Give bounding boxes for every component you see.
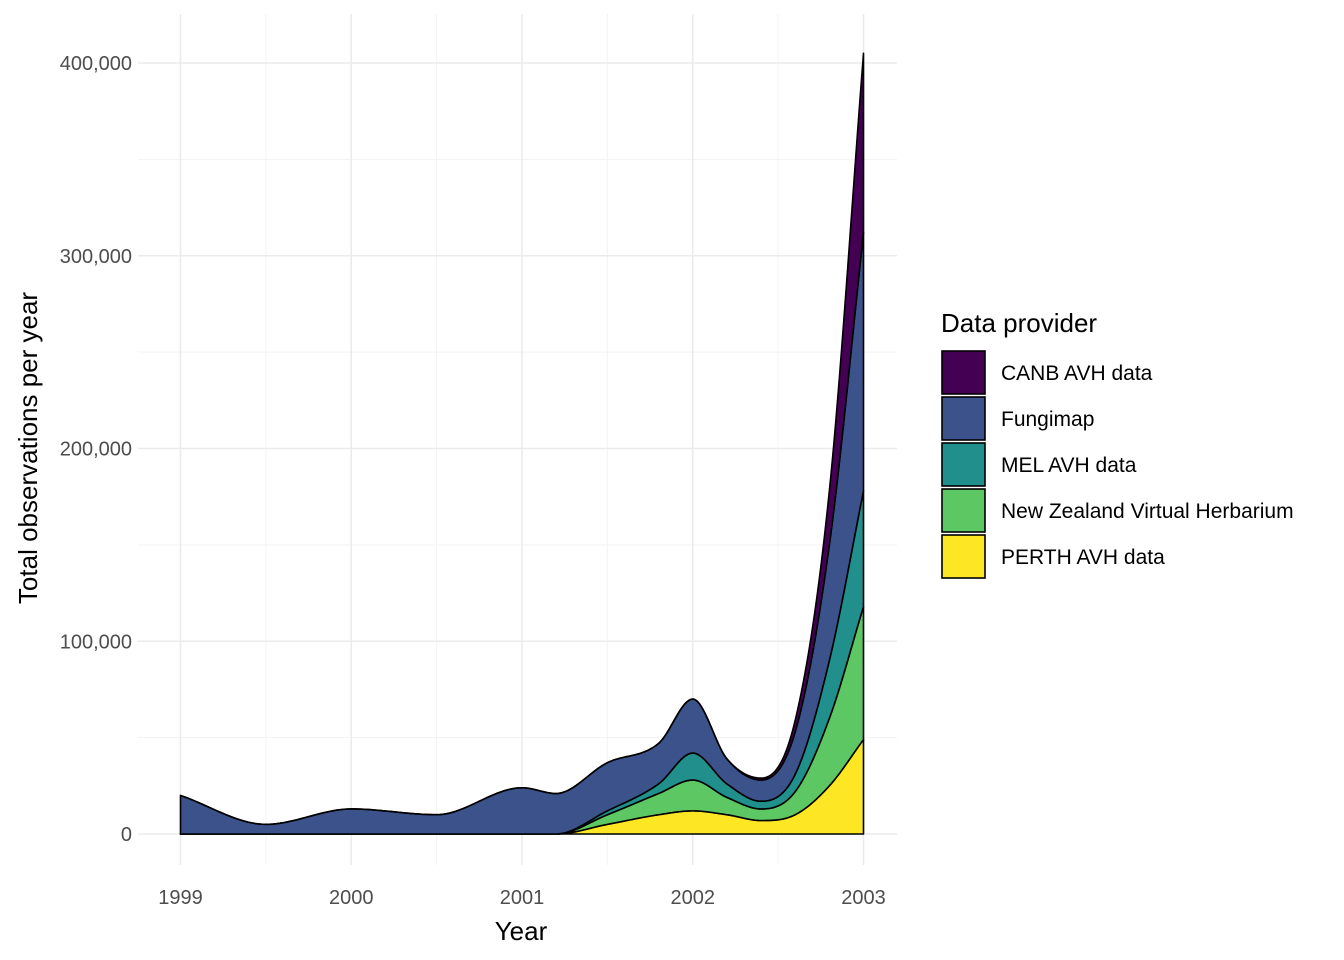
x-axis: 1999 2000 2001 2002 2003	[158, 887, 886, 909]
legend-key-fungimap	[941, 396, 986, 441]
legend-key-perth-avh-data	[941, 534, 986, 579]
y-tick-label: 300,000	[60, 246, 132, 268]
y-axis: 0 100,000 200,000 300,000 400,000	[60, 53, 132, 846]
legend-key-canb-avh-data	[941, 350, 986, 395]
y-axis-title: Total observations per year	[13, 292, 43, 605]
legend-label-new-zealand-virtual-herbarium: New Zealand Virtual Herbarium	[1001, 500, 1294, 523]
legend-label-canb-avh-data: CANB AVH data	[1001, 362, 1153, 385]
x-tick-label: 2002	[671, 887, 716, 909]
x-tick-label: 1999	[158, 887, 203, 909]
y-tick-label: 400,000	[60, 53, 132, 75]
legend-label-perth-avh-data: PERTH AVH data	[1001, 546, 1165, 569]
x-axis-title: Year	[495, 916, 548, 946]
grid	[138, 14, 897, 865]
y-tick-label: 200,000	[60, 439, 132, 461]
legend-key-new-zealand-virtual-herbarium	[941, 488, 986, 533]
y-tick-label: 100,000	[60, 631, 132, 653]
legend-label-fungimap: Fungimap	[1001, 408, 1094, 431]
area-canb-avh-data	[179, 52, 865, 826]
legend-label-mel-avh-data: MEL AVH data	[1001, 454, 1137, 477]
plot-areas	[179, 52, 865, 835]
x-tick-label: 2001	[500, 887, 545, 909]
legend: Data provider CANB AVH data Fungimap MEL A…	[941, 308, 1294, 579]
x-tick-label: 2003	[841, 887, 886, 909]
legend-key-mel-avh-data	[941, 442, 986, 487]
y-tick-label: 0	[121, 824, 132, 846]
x-tick-label: 2000	[329, 887, 374, 909]
legend-title: Data provider	[941, 308, 1097, 338]
